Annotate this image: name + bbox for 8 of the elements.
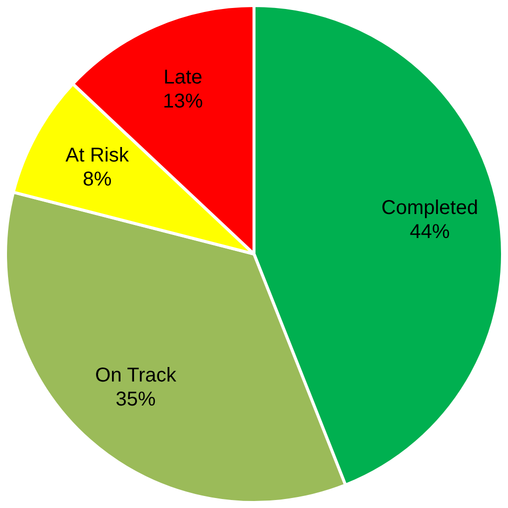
slice-label: At Risk — [66, 144, 130, 166]
data-label: 44% — [410, 220, 450, 243]
data-label: 35% — [116, 388, 156, 411]
slice-label: On Track — [95, 364, 178, 387]
slice-label: Completed — [381, 196, 478, 219]
data-label: 13% — [162, 90, 204, 112]
slice-label: Late — [163, 66, 202, 88]
data-label: 8% — [82, 168, 112, 190]
